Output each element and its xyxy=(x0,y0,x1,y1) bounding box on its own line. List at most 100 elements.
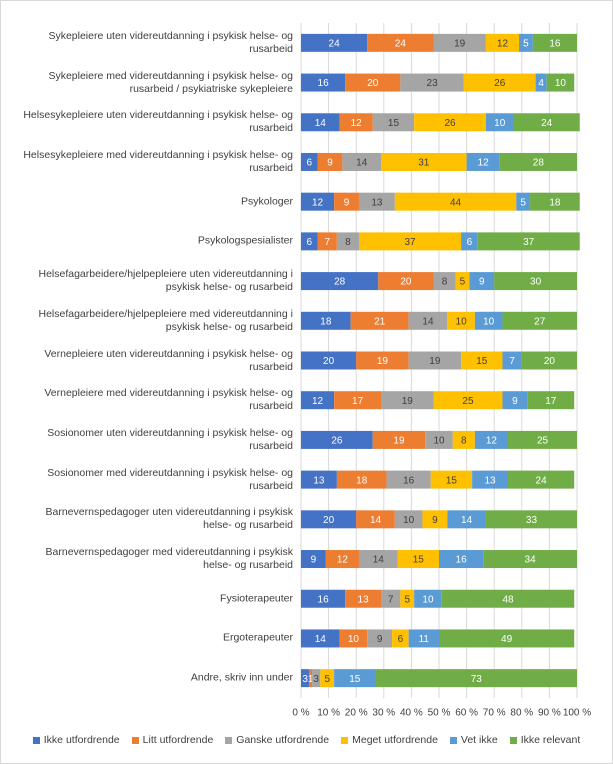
legend-swatch xyxy=(225,736,233,744)
x-tick-label: 70 % xyxy=(483,708,506,719)
bar-segment xyxy=(301,311,351,330)
data-label: 5 xyxy=(324,674,330,685)
category-label: Sykepleiere uten videreutdanning i psyki… xyxy=(48,29,293,55)
data-label: 19 xyxy=(377,356,389,367)
bar-segment xyxy=(358,192,395,211)
data-label: 24 xyxy=(541,118,553,129)
category-label: Sosionomer med videreutdanning i psykisk… xyxy=(47,466,293,492)
bar-segment xyxy=(378,272,434,291)
data-label: 12 xyxy=(312,197,324,208)
bar-segment xyxy=(461,232,478,251)
data-label: 9 xyxy=(344,197,350,208)
data-label: 20 xyxy=(323,356,335,367)
data-label: 28 xyxy=(334,277,346,288)
data-label: 8 xyxy=(461,436,467,447)
bar-segment xyxy=(301,351,357,370)
bar-segment xyxy=(494,272,577,291)
data-label: 10 xyxy=(483,316,495,327)
bar-segment xyxy=(301,272,379,291)
data-label: 10 xyxy=(348,634,360,645)
data-label: 19 xyxy=(402,396,414,407)
legend-label: Ikke utfordrende xyxy=(43,734,120,746)
data-label: 7 xyxy=(388,594,394,605)
bar-segment xyxy=(342,152,382,171)
bar-segment xyxy=(372,113,415,132)
data-label: 7 xyxy=(324,237,330,248)
data-label: 18 xyxy=(320,316,332,327)
data-label: 9 xyxy=(479,277,485,288)
bar-segment xyxy=(345,589,382,608)
bar-segment xyxy=(367,33,434,52)
bar-segment xyxy=(392,629,409,648)
bar-segment xyxy=(530,192,580,211)
data-label: 17 xyxy=(352,396,364,407)
data-label: 14 xyxy=(315,634,327,645)
legend-item: Meget utfordrende xyxy=(341,734,438,746)
bar-segment xyxy=(320,669,335,688)
category-label: Barnevernspedagoger med videreutdanning … xyxy=(45,546,293,572)
bar-segment xyxy=(502,311,577,330)
data-label: 16 xyxy=(318,594,330,605)
data-label: 23 xyxy=(427,78,439,89)
bar-segment xyxy=(425,430,453,449)
category-label: Psykologspesialister xyxy=(197,234,293,247)
bar-segment xyxy=(433,391,503,410)
bar-segment xyxy=(358,232,462,251)
data-label: 30 xyxy=(530,277,542,288)
data-label: 34 xyxy=(525,555,537,566)
data-label: 10 xyxy=(422,594,434,605)
bar-segment xyxy=(508,430,577,449)
data-label: 9 xyxy=(311,555,317,566)
category-label: Ergoterapeuter xyxy=(222,631,293,644)
bar-segment xyxy=(312,669,321,688)
bar-segment xyxy=(400,589,415,608)
data-label: 9 xyxy=(512,396,518,407)
bar-segment xyxy=(301,232,318,251)
bar-segment xyxy=(474,311,503,330)
data-label: 37 xyxy=(523,237,535,248)
data-label: 14 xyxy=(422,316,434,327)
bar-segment xyxy=(301,391,335,410)
bar-segment xyxy=(381,391,434,410)
data-label: 48 xyxy=(502,594,514,605)
data-label: 16 xyxy=(318,78,330,89)
category-label: Vernepleiere med videreutdanning i psyki… xyxy=(44,387,293,413)
data-label: 6 xyxy=(398,634,404,645)
x-tick-label: 90 % xyxy=(538,708,561,719)
data-label: 24 xyxy=(329,38,341,49)
data-label: 26 xyxy=(494,78,506,89)
legend: Ikke utfordrende Litt utfordrende Ganske u… xyxy=(1,734,612,746)
bar-segment xyxy=(301,152,318,171)
bar-segment xyxy=(381,152,467,171)
data-label: 24 xyxy=(395,38,407,49)
bar-segment xyxy=(394,510,423,529)
bar-segment xyxy=(301,510,357,529)
legend-item: Ikke relevant xyxy=(509,734,580,746)
bar-segment xyxy=(441,589,575,608)
data-label: 15 xyxy=(413,555,425,566)
bar-segment xyxy=(301,192,335,211)
data-label: 5 xyxy=(520,197,526,208)
data-label: 13 xyxy=(313,475,325,486)
data-label: 15 xyxy=(476,356,488,367)
data-label: 12 xyxy=(497,38,509,49)
bar-segment xyxy=(334,669,376,688)
data-label: 14 xyxy=(315,118,327,129)
data-label: 10 xyxy=(456,316,468,327)
legend-item: Vet ikke xyxy=(449,734,498,746)
bar-segment xyxy=(439,550,484,569)
data-label: 14 xyxy=(461,515,473,526)
data-label: 18 xyxy=(549,197,561,208)
bar-segment xyxy=(502,391,528,410)
bar-segment xyxy=(422,510,448,529)
bar-segment xyxy=(508,470,575,489)
bar-segment xyxy=(375,669,577,688)
category-label: Helsefagarbeidere/hjelpepleiere uten vid… xyxy=(38,268,293,294)
data-label: 11 xyxy=(419,634,430,645)
bar-segment xyxy=(301,73,346,92)
bar-segment xyxy=(474,430,508,449)
bar-segment xyxy=(439,629,575,648)
legend-item: Litt utfordrende xyxy=(131,734,213,746)
x-tick-label: 50 % xyxy=(428,708,451,719)
